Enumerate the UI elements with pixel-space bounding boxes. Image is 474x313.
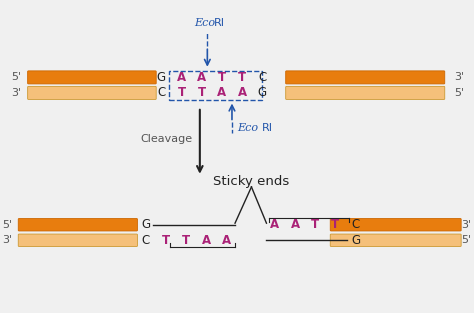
Text: RI: RI <box>214 18 225 28</box>
Text: A: A <box>270 218 280 231</box>
Text: Sticky ends: Sticky ends <box>213 176 290 188</box>
Text: A: A <box>197 71 206 84</box>
Text: T: T <box>311 218 319 231</box>
FancyBboxPatch shape <box>18 218 137 231</box>
Text: A: A <box>217 86 227 100</box>
Text: C: C <box>258 71 266 84</box>
Text: C: C <box>157 86 165 100</box>
FancyBboxPatch shape <box>330 234 461 246</box>
Text: 5': 5' <box>461 235 471 245</box>
Text: 5': 5' <box>2 220 12 230</box>
Text: 3': 3' <box>2 235 12 245</box>
Text: Eco: Eco <box>194 18 215 28</box>
FancyBboxPatch shape <box>286 86 445 100</box>
Text: 3': 3' <box>461 220 471 230</box>
Text: T: T <box>198 86 206 100</box>
Text: G: G <box>258 86 267 100</box>
Text: A: A <box>177 71 186 84</box>
Text: 5': 5' <box>454 88 464 98</box>
Text: G: G <box>141 218 150 231</box>
Text: T: T <box>182 234 190 247</box>
Text: A: A <box>202 234 211 247</box>
Text: T: T <box>177 86 186 100</box>
FancyBboxPatch shape <box>27 86 156 100</box>
Text: RI: RI <box>262 123 273 133</box>
FancyBboxPatch shape <box>18 234 137 246</box>
Text: C: C <box>142 234 150 247</box>
Text: A: A <box>237 86 246 100</box>
Text: 5': 5' <box>11 72 21 82</box>
Text: G: G <box>157 71 166 84</box>
Text: C: C <box>352 218 360 231</box>
FancyBboxPatch shape <box>27 71 156 84</box>
Text: A: A <box>291 218 300 231</box>
Text: T: T <box>162 234 170 247</box>
Text: Eco: Eco <box>237 123 259 133</box>
Text: G: G <box>351 234 360 247</box>
Text: Cleavage: Cleavage <box>141 135 193 144</box>
Text: 3': 3' <box>454 72 464 82</box>
Text: A: A <box>222 234 231 247</box>
Text: 3': 3' <box>11 88 21 98</box>
FancyBboxPatch shape <box>286 71 445 84</box>
Text: T: T <box>331 218 339 231</box>
Text: T: T <box>238 71 246 84</box>
Text: T: T <box>218 71 226 84</box>
FancyBboxPatch shape <box>330 218 461 231</box>
